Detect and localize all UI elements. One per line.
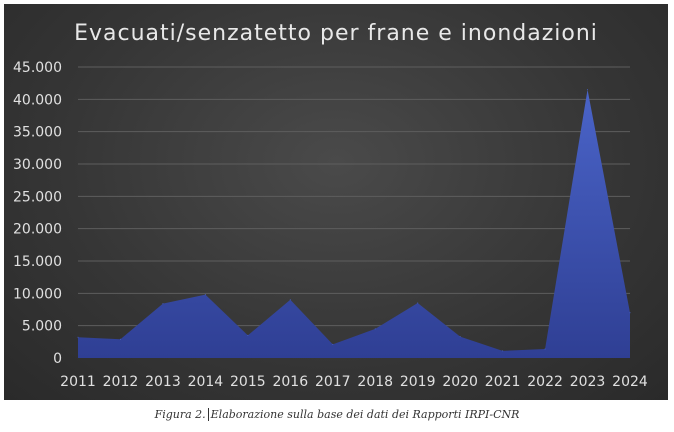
y-tick-label: 35.000 xyxy=(13,125,62,141)
data-point xyxy=(502,350,504,352)
x-tick-label: 2021 xyxy=(485,374,521,390)
x-tick-label: 2020 xyxy=(442,374,478,390)
gridlines xyxy=(78,66,630,327)
y-tick-label: 15.000 xyxy=(13,254,62,270)
x-tick-label: 2013 xyxy=(145,374,181,390)
x-tick-label: 2022 xyxy=(527,374,563,390)
data-point xyxy=(417,302,419,304)
area-chart: Evacuati/senzatetto per frane e inondazi… xyxy=(13,21,648,390)
data-point xyxy=(374,328,376,330)
data-point xyxy=(332,343,334,345)
x-axis-ticks: 2011 2012 2013 2014 2015 2016 2017 2018 2019 2020… xyxy=(60,374,648,390)
x-tick-label: 2017 xyxy=(315,374,351,390)
y-tick-label: 45.000 xyxy=(13,60,62,76)
y-tick-label: 5.000 xyxy=(22,319,62,335)
caption-text: Elaborazione sulla base dei dati dei Rap… xyxy=(210,408,520,421)
figure-caption: Figura 2. Elaborazione sulla base dei dat… xyxy=(0,408,674,421)
y-tick-label: 0 xyxy=(53,351,62,367)
data-point xyxy=(247,334,249,336)
data-point xyxy=(77,336,79,338)
x-tick-label: 2011 xyxy=(60,374,96,390)
data-point xyxy=(289,299,291,301)
x-tick-label: 2015 xyxy=(230,374,266,390)
x-tick-label: 2014 xyxy=(188,374,224,390)
chart-panel: Evacuati/senzatetto per frane e inondazi… xyxy=(4,4,668,400)
data-point xyxy=(544,348,546,350)
y-tick-label: 20.000 xyxy=(13,222,62,238)
data-point xyxy=(459,336,461,338)
data-point xyxy=(629,312,631,314)
x-tick-label: 2023 xyxy=(570,374,606,390)
x-tick-label: 2018 xyxy=(357,374,393,390)
x-tick-label: 2019 xyxy=(400,374,436,390)
y-tick-label: 10.000 xyxy=(13,286,62,302)
data-point xyxy=(204,294,206,296)
x-tick-label: 2016 xyxy=(272,374,308,390)
y-tick-label: 25.000 xyxy=(13,189,62,205)
x-tick-label: 2024 xyxy=(612,374,648,390)
series-area xyxy=(78,89,630,358)
x-tick-label: 2012 xyxy=(103,374,139,390)
data-point xyxy=(587,89,589,91)
data-point xyxy=(119,338,121,340)
chart-title: Evacuati/senzatetto per frane e inondazi… xyxy=(74,21,598,46)
data-point xyxy=(162,303,164,305)
y-axis-ticks: 0 5.000 10.000 15.000 20.000 25.000 30.000 35.0… xyxy=(13,60,62,367)
area-layer xyxy=(77,89,631,358)
caption-figure-number: Figura 2. xyxy=(154,408,206,421)
y-tick-label: 40.000 xyxy=(13,92,62,108)
caption-separator xyxy=(207,408,209,421)
y-tick-label: 30.000 xyxy=(13,157,62,173)
